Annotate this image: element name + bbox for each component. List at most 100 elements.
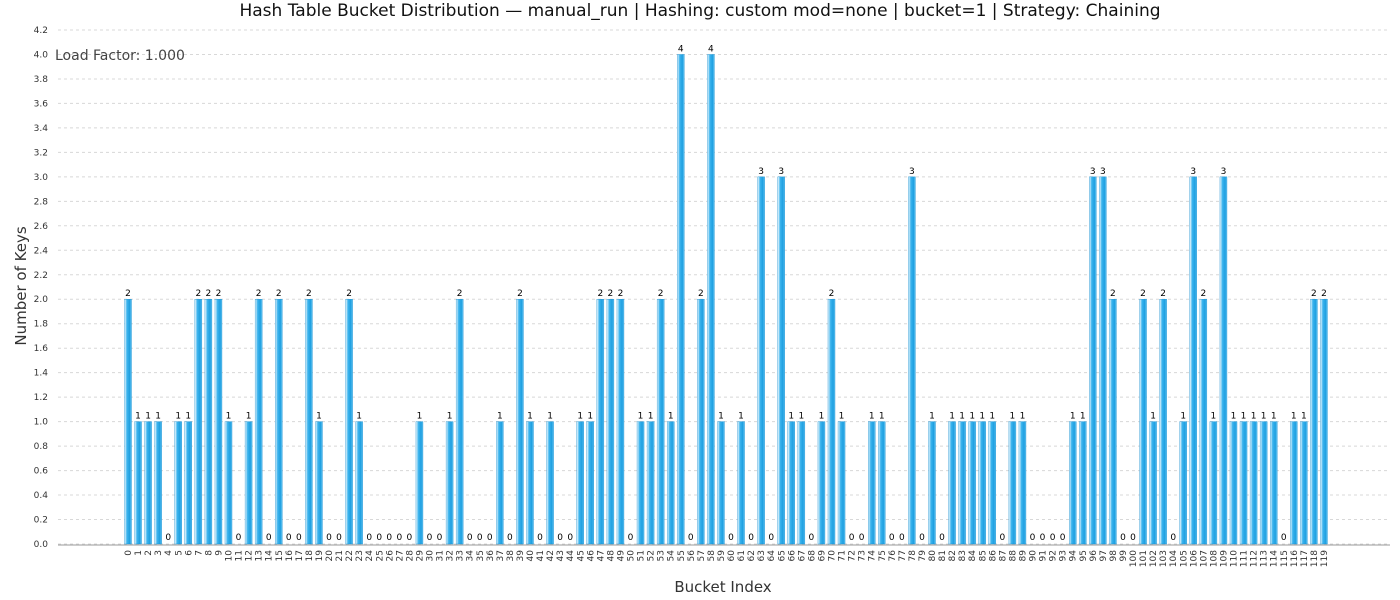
data-label: 0 — [427, 533, 433, 543]
bar — [1239, 421, 1248, 545]
data-label: 1 — [1020, 412, 1026, 422]
data-label: 0 — [1130, 533, 1136, 543]
x-tick-label: 40 — [526, 550, 536, 562]
x-tick-label: 2 — [144, 550, 154, 556]
bar — [496, 421, 504, 545]
bar — [1249, 421, 1258, 545]
x-tick-label: 4 — [164, 550, 174, 556]
data-label: 0 — [1060, 533, 1066, 543]
x-tick-label: 108 — [1209, 550, 1219, 567]
x-tick-label: 96 — [1089, 550, 1099, 562]
bar — [1269, 421, 1278, 545]
data-label: 0 — [557, 533, 563, 543]
x-tick-label: 89 — [1018, 550, 1028, 562]
data-label: 2 — [195, 289, 201, 299]
data-label: 2 — [1160, 289, 1166, 299]
bar — [787, 421, 795, 545]
bar — [948, 421, 956, 545]
x-tick-label: 27 — [395, 550, 405, 561]
data-label: 0 — [1050, 533, 1056, 543]
x-tick-label: 33 — [456, 550, 466, 561]
bar — [827, 299, 836, 545]
x-tick-label: 42 — [546, 550, 556, 561]
bar — [878, 421, 886, 545]
x-tick-label: 47 — [596, 550, 606, 561]
data-label: 1 — [718, 412, 724, 422]
x-tick-label: 95 — [1079, 550, 1089, 561]
x-tick-label: 71 — [838, 550, 848, 561]
bar — [797, 421, 806, 545]
data-label: 2 — [457, 289, 463, 299]
x-tick-label: 109 — [1219, 550, 1229, 567]
bar — [576, 421, 584, 545]
data-label: 1 — [959, 412, 965, 422]
x-tick-label: 19 — [315, 550, 325, 562]
data-label: 2 — [1110, 289, 1116, 299]
data-label: 1 — [316, 412, 322, 422]
x-tick-label: 10 — [225, 550, 235, 562]
data-label: 2 — [698, 289, 704, 299]
x-tick-label: 56 — [687, 550, 697, 562]
x-tick-label: 6 — [184, 550, 194, 556]
data-label: 2 — [517, 289, 523, 299]
data-label: 0 — [386, 533, 392, 543]
x-tick-label: 22 — [345, 550, 355, 561]
x-tick-label: 36 — [486, 550, 496, 562]
data-label: 0 — [728, 533, 734, 543]
data-label: 0 — [859, 533, 865, 543]
y-tick-label: 1.2 — [34, 393, 48, 403]
x-tick-label: 55 — [677, 550, 687, 561]
bar — [868, 421, 876, 545]
y-tick-label: 2.0 — [34, 295, 49, 305]
data-label: 1 — [879, 412, 885, 422]
data-label: 1 — [577, 412, 583, 422]
x-tick-label: 49 — [616, 550, 626, 562]
bar — [315, 421, 323, 545]
data-label: 2 — [125, 289, 131, 299]
x-tick-label: 68 — [807, 550, 817, 562]
bar — [737, 421, 745, 545]
bar — [1139, 299, 1147, 545]
load-factor-annotation: Load Factor: 1.000 — [55, 48, 185, 64]
data-label: 1 — [226, 412, 232, 422]
bar — [646, 421, 655, 545]
x-tick-label: 37 — [496, 550, 506, 561]
x-tick-label: 73 — [858, 550, 868, 561]
data-label: 1 — [1231, 412, 1237, 422]
data-label: 1 — [819, 412, 825, 422]
y-tick-label: 3.4 — [34, 124, 49, 134]
y-tick-label: 1.4 — [34, 369, 49, 379]
x-tick-label: 45 — [576, 550, 586, 561]
y-tick-label: 0.0 — [34, 540, 49, 550]
x-tick-label: 63 — [757, 550, 767, 561]
x-tick-label: 94 — [1069, 550, 1079, 562]
x-tick-label: 44 — [566, 550, 576, 562]
bar — [1320, 299, 1328, 545]
data-label: 1 — [356, 412, 362, 422]
data-label: 0 — [628, 533, 634, 543]
data-label: 1 — [1180, 412, 1186, 422]
x-tick-label: 34 — [466, 550, 476, 562]
data-label: 1 — [447, 412, 453, 422]
data-label: 2 — [1200, 289, 1206, 299]
x-tick-label: 98 — [1109, 550, 1119, 562]
data-label: 1 — [497, 412, 503, 422]
x-tick-label: 102 — [1149, 550, 1159, 567]
x-tick-label: 81 — [938, 550, 948, 561]
data-label: 2 — [306, 289, 312, 299]
x-tick-label: 119 — [1320, 550, 1330, 567]
x-tick-label: 54 — [667, 550, 677, 562]
data-label: 1 — [1150, 412, 1156, 422]
x-tick-label: 97 — [1099, 550, 1109, 561]
data-label: 0 — [748, 533, 754, 543]
bar — [144, 421, 152, 545]
x-tick-label: 100 — [1129, 550, 1139, 567]
data-label: 2 — [597, 289, 603, 299]
bars — [124, 54, 1328, 545]
x-tick-label: 5 — [174, 550, 184, 556]
data-label: 2 — [829, 289, 835, 299]
x-tick-label: 15 — [275, 550, 285, 561]
data-label: 0 — [266, 533, 272, 543]
bar — [988, 421, 996, 545]
y-tick-label: 1.0 — [34, 418, 49, 428]
